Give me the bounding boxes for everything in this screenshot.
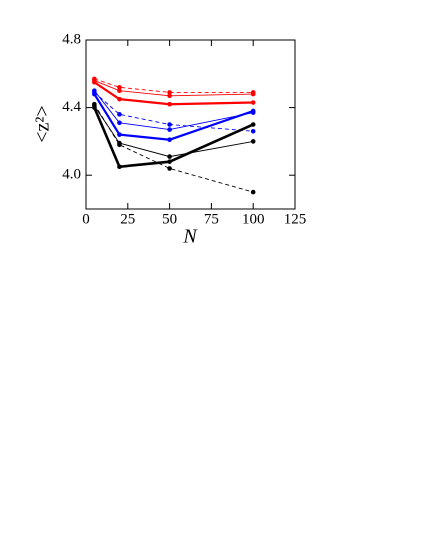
data-point <box>250 189 256 195</box>
data-point <box>117 120 122 126</box>
data-point <box>167 93 172 99</box>
data-point <box>167 166 172 171</box>
plot-frame <box>85 39 296 210</box>
data-point <box>167 159 172 164</box>
series-line <box>94 80 254 97</box>
x-tick-label: 75 <box>204 211 219 227</box>
series-line <box>93 93 254 141</box>
y-tick-label: 4.4 <box>62 99 81 115</box>
data-point <box>167 154 172 159</box>
series-line <box>94 78 254 93</box>
x-tick-label: 100 <box>242 211 265 227</box>
data-point <box>117 88 122 93</box>
data-point <box>250 139 256 144</box>
data-point <box>117 132 122 137</box>
data-point <box>250 122 256 127</box>
data-point <box>117 142 122 148</box>
series-line <box>93 81 254 106</box>
data-point <box>117 164 122 170</box>
series-line <box>93 107 254 169</box>
x-tick-label: 125 <box>284 211 307 227</box>
data-point <box>250 100 256 105</box>
data-point <box>92 101 97 107</box>
data-point <box>167 101 172 107</box>
data-point <box>117 96 122 102</box>
data-point <box>92 76 97 82</box>
data-point <box>250 128 256 134</box>
x-tick-label: 25 <box>120 211 135 227</box>
data-point <box>167 127 172 132</box>
data-point <box>167 90 172 95</box>
series-line <box>94 92 254 132</box>
series-line <box>93 103 254 193</box>
x-axis-label: N <box>182 226 198 248</box>
data-point <box>92 90 97 95</box>
x-tick-label: 50 <box>162 211 177 227</box>
data-point <box>250 90 256 95</box>
y-tick-label: 4.8 <box>62 31 81 47</box>
data-point <box>117 112 122 117</box>
y-tick-label: 4.0 <box>62 167 81 183</box>
data-point <box>167 122 172 127</box>
data-point <box>117 85 122 90</box>
y-axis-label: <z²> <box>32 105 54 142</box>
data-point <box>250 110 256 115</box>
series-line <box>94 90 254 131</box>
x-tick-label: 0 <box>82 211 90 227</box>
data-point <box>167 137 172 143</box>
